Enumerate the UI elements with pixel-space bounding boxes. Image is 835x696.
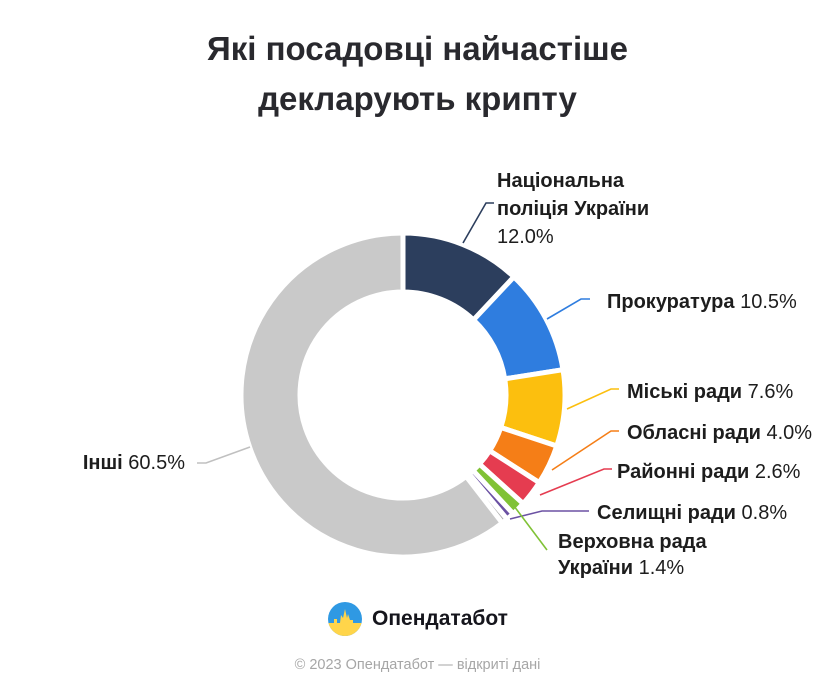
- label-miski-rady-row: Міські ради 7.6%: [627, 378, 793, 406]
- page-title-line1: Які посадовці найчастіше: [207, 30, 628, 67]
- label-oblasni-rady-row: Обласні ради 4.0%: [627, 419, 812, 447]
- label-verkhovna-rada-text: України: [558, 557, 639, 579]
- page-title: Які посадовці найчастіше декларують крип…: [0, 24, 835, 124]
- label-miski-rady-leader-line: [566, 388, 619, 410]
- opendatabot-logo-icon: [328, 602, 363, 636]
- label-natspolitsiya: Національна поліція України 12.0%: [497, 167, 649, 251]
- label-raionni-rady-value: 2.6%: [754, 461, 801, 483]
- label-natspolitsiya-row: Національна: [497, 167, 649, 195]
- label-miski-rady: Міські ради 7.6%: [627, 378, 793, 406]
- label-inshi: Інші 60.5%: [83, 449, 185, 477]
- label-selyshchni-rady-text: Селищні ради: [597, 502, 742, 524]
- label-selyshchni-rady-leader-line: [509, 510, 589, 520]
- label-raionni-rady: Районні ради 2.6%: [617, 458, 800, 486]
- copyright-line: © 2023 Опендатабот — відкриті дані: [294, 657, 541, 673]
- label-verkhovna-rada-text: Верховна рада: [558, 531, 707, 553]
- label-miski-rady-text: Міські ради: [627, 381, 748, 403]
- label-inshi-value: 60.5%: [128, 452, 185, 474]
- label-prokuratura-leader-line: [546, 298, 590, 320]
- label-verkhovna-rada-row: Верховна рада: [558, 529, 707, 555]
- label-natspolitsiya-text: поліція України: [497, 198, 650, 220]
- logo-ground: [328, 623, 363, 636]
- label-oblasni-rady-text: Обласні ради: [627, 422, 767, 444]
- label-raionni-rady-text: Районні ради: [617, 461, 755, 483]
- label-inshi-row: Інші 60.5%: [83, 449, 185, 477]
- label-oblasni-rady: Обласні ради 4.0%: [627, 419, 812, 447]
- label-selyshchni-rady-value: 0.8%: [741, 502, 788, 524]
- label-raionni-rady-leader-line: [539, 468, 612, 496]
- donut-slice-8: [238, 230, 505, 560]
- label-inshi-leader-line: [197, 446, 251, 464]
- label-natspolitsiya-leader-line: [462, 202, 494, 244]
- logo-pulse-icon: [328, 609, 363, 623]
- label-inshi-text: Інші: [82, 452, 129, 474]
- label-oblasni-rady-value: 4.0%: [766, 422, 813, 444]
- label-oblasni-rady-leader-line: [551, 430, 619, 471]
- label-prokuratura-value: 10.5%: [740, 291, 797, 313]
- label-selyshchni-rady: Селищні ради 0.8%: [597, 499, 787, 527]
- label-miski-rady-value: 7.6%: [747, 381, 794, 403]
- label-verkhovna-rada-row: України 1.4%: [558, 555, 707, 581]
- label-natspolitsiya-text: Національна: [497, 170, 625, 192]
- label-natspolitsiya-row: поліція України: [497, 195, 649, 223]
- page-title-line2: декларують крипту: [258, 80, 577, 117]
- label-verkhovna-rada-value: 1.4%: [638, 557, 685, 579]
- label-raionni-rady-row: Районні ради 2.6%: [617, 458, 800, 486]
- label-natspolitsiya-value: 12.0%: [497, 226, 554, 248]
- label-prokuratura-text: Прокуратура: [607, 291, 741, 313]
- label-selyshchni-rady-row: Селищні ради 0.8%: [597, 499, 787, 527]
- label-verkhovna-rada: Верховна рада України 1.4%: [558, 529, 707, 581]
- brand-lockup: Опендатабот: [0, 601, 835, 637]
- label-verkhovna-rada-leader-line: [513, 505, 548, 551]
- label-prokuratura: Прокуратура 10.5%: [607, 288, 797, 316]
- label-prokuratura-row: Прокуратура 10.5%: [607, 288, 797, 316]
- label-natspolitsiya-row: 12.0%: [497, 223, 649, 251]
- brand-name: Опендатабот: [372, 607, 508, 630]
